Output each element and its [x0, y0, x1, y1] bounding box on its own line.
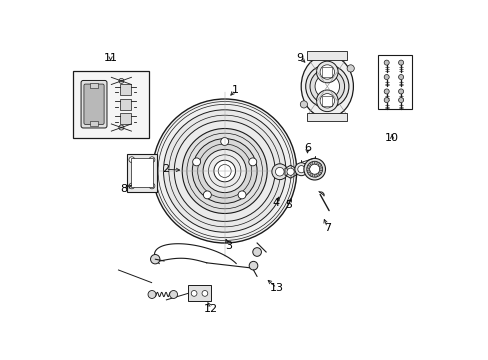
Circle shape [300, 101, 307, 108]
Circle shape [335, 53, 340, 59]
Circle shape [306, 161, 322, 177]
Circle shape [384, 89, 388, 94]
Text: 10: 10 [385, 132, 398, 143]
Circle shape [192, 158, 200, 166]
FancyBboxPatch shape [81, 80, 107, 128]
Circle shape [249, 261, 257, 270]
Circle shape [316, 90, 337, 112]
Circle shape [152, 99, 296, 243]
Circle shape [313, 53, 319, 59]
Circle shape [319, 168, 322, 171]
Circle shape [398, 60, 403, 65]
Text: 3: 3 [224, 240, 231, 251]
Circle shape [202, 291, 207, 296]
Circle shape [192, 139, 257, 203]
Circle shape [203, 149, 246, 193]
Bar [90, 121, 98, 126]
Circle shape [309, 69, 344, 104]
Ellipse shape [301, 55, 353, 118]
Text: 9: 9 [296, 53, 303, 63]
Bar [187, 285, 211, 301]
Text: 13: 13 [269, 283, 284, 293]
Circle shape [203, 191, 211, 199]
Circle shape [129, 157, 134, 163]
Bar [322, 67, 332, 77]
Text: 4: 4 [272, 198, 279, 208]
Text: 6: 6 [304, 143, 310, 153]
Text: 2: 2 [162, 164, 168, 174]
Circle shape [318, 163, 321, 166]
Bar [73, 71, 149, 138]
Circle shape [309, 174, 312, 176]
Circle shape [384, 60, 388, 65]
Circle shape [150, 255, 160, 264]
Bar [322, 96, 332, 106]
Circle shape [309, 164, 319, 174]
Bar [120, 99, 131, 109]
Circle shape [213, 160, 235, 182]
Circle shape [314, 174, 317, 177]
Circle shape [335, 114, 340, 120]
Circle shape [248, 158, 256, 166]
Circle shape [220, 138, 228, 145]
Circle shape [305, 65, 348, 108]
Bar [307, 51, 346, 60]
Circle shape [384, 75, 388, 80]
Bar [120, 113, 131, 124]
Circle shape [149, 183, 155, 189]
Circle shape [306, 170, 309, 173]
Text: 8: 8 [120, 184, 127, 194]
Circle shape [398, 89, 403, 94]
Bar [377, 55, 411, 109]
Circle shape [314, 161, 317, 164]
Bar [127, 154, 156, 192]
Text: 11: 11 [103, 53, 117, 63]
Bar [120, 84, 131, 95]
Polygon shape [285, 165, 296, 178]
Text: 5: 5 [285, 200, 291, 210]
Circle shape [316, 61, 337, 83]
Circle shape [191, 291, 197, 296]
Text: 7: 7 [323, 222, 330, 233]
Circle shape [318, 172, 321, 175]
Circle shape [384, 98, 388, 103]
Circle shape [129, 183, 134, 189]
Circle shape [297, 166, 305, 173]
Bar [130, 158, 153, 187]
Circle shape [309, 162, 312, 165]
Bar [90, 83, 98, 88]
Circle shape [286, 168, 294, 175]
Circle shape [313, 114, 319, 120]
Circle shape [398, 98, 403, 103]
Circle shape [294, 163, 307, 176]
Circle shape [252, 248, 261, 256]
Text: 12: 12 [204, 304, 218, 314]
Circle shape [169, 291, 177, 298]
Circle shape [398, 75, 403, 80]
Circle shape [148, 291, 156, 298]
Circle shape [174, 121, 275, 221]
Circle shape [275, 167, 284, 176]
Circle shape [149, 157, 155, 163]
Circle shape [119, 78, 123, 84]
Circle shape [346, 65, 354, 72]
Circle shape [303, 158, 325, 180]
Circle shape [119, 125, 123, 130]
Circle shape [320, 65, 334, 79]
Text: 1: 1 [231, 85, 239, 95]
Circle shape [271, 164, 287, 180]
Circle shape [163, 110, 285, 232]
FancyBboxPatch shape [84, 84, 104, 125]
Circle shape [182, 129, 266, 213]
Bar [307, 113, 346, 121]
Circle shape [306, 166, 309, 168]
Circle shape [320, 94, 334, 108]
Circle shape [238, 191, 245, 199]
Circle shape [314, 74, 339, 99]
